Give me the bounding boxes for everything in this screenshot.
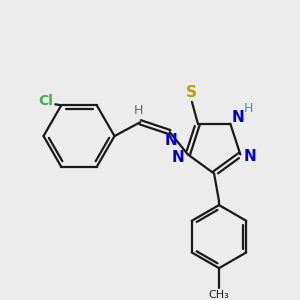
Text: CH₃: CH₃ (208, 290, 230, 300)
Text: N: N (244, 149, 256, 164)
Text: H: H (134, 104, 143, 117)
Text: Cl: Cl (38, 94, 53, 108)
Text: H: H (243, 102, 253, 115)
Text: N: N (232, 110, 244, 125)
Text: S: S (185, 85, 197, 100)
Text: N: N (164, 134, 177, 148)
Text: N: N (172, 150, 184, 165)
